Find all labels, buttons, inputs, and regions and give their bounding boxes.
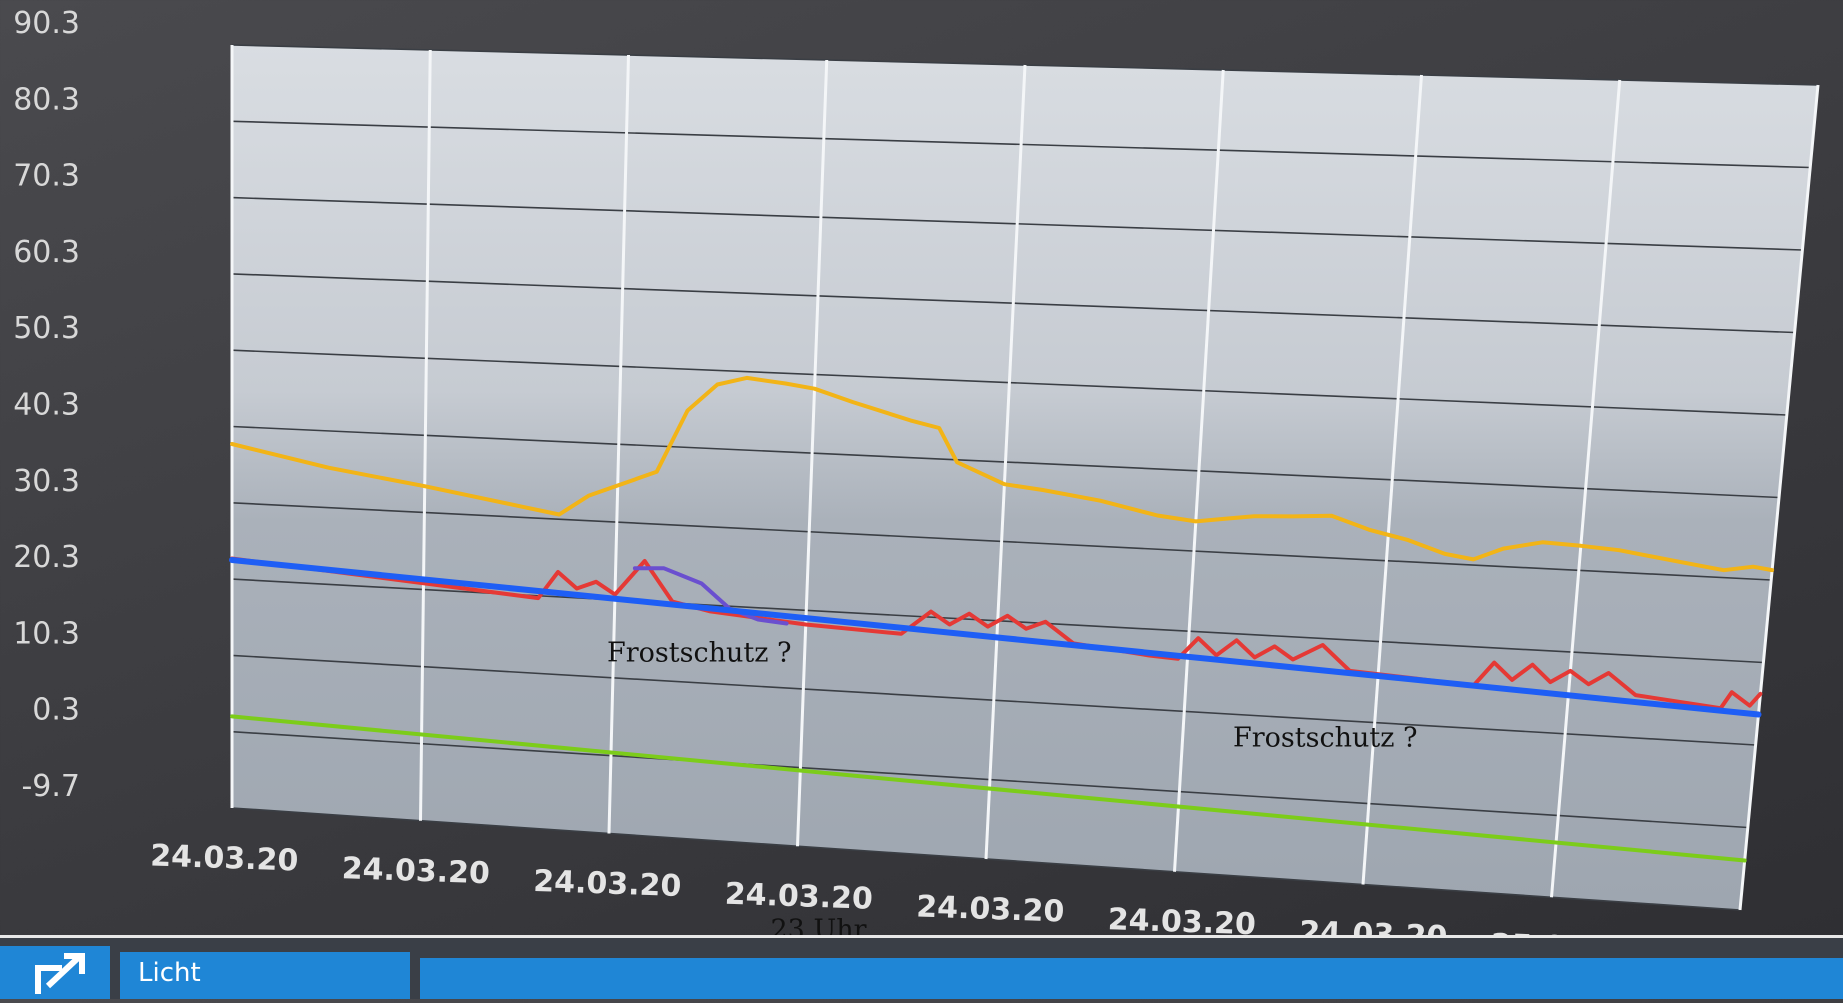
grid-lines	[230, 44, 1820, 911]
y-tick-label: 90.3	[13, 6, 80, 41]
y-tick-label: 50.3	[13, 311, 80, 346]
taskbar: Licht	[0, 935, 1843, 999]
taskbar-panel	[420, 958, 1843, 999]
series-line	[229, 557, 1762, 718]
series-line	[230, 375, 1775, 573]
plot-area	[232, 45, 1818, 910]
y-tick-label: 60.3	[13, 235, 80, 270]
x-tick-label: 24.03.20	[916, 889, 1065, 929]
y-tick-label: -9.7	[21, 769, 80, 804]
y-tick-label: 80.3	[13, 82, 80, 117]
v-grid-line	[984, 64, 1027, 860]
y-tick-label: 40.3	[13, 388, 80, 423]
y-tick-label: 0.3	[32, 693, 80, 728]
y-axis: 90.3 80.3 70.3 60.3 50.3 40.3 30.3 20.3 10.3 0.3 -…	[13, 6, 80, 804]
y-tick-label: 70.3	[13, 159, 80, 194]
v-grid-line	[419, 49, 432, 821]
v-grid-line	[1550, 79, 1622, 898]
v-grid-line	[1173, 69, 1225, 872]
x-tick-label: 24.03.20	[341, 851, 490, 891]
annotation-label: Frostschutz ?	[607, 638, 792, 669]
series-line	[632, 566, 789, 626]
expand-arrow-icon	[35, 953, 85, 994]
y-tick-label: 20.3	[13, 540, 80, 575]
v-grid-line	[607, 54, 630, 834]
y-tick-label: 10.3	[13, 616, 80, 651]
series-line	[230, 714, 1747, 863]
series-lines	[229, 375, 1775, 863]
v-grid-line	[796, 59, 829, 847]
series-line	[230, 556, 1763, 711]
light-button[interactable]: Licht	[120, 952, 410, 999]
x-tick-label: 24.03.20	[150, 838, 299, 878]
v-grid-line	[1361, 74, 1423, 885]
x-tick-label: 24.03.20	[533, 864, 682, 904]
x-tick-label: 24.03.20	[724, 877, 873, 917]
plot-background	[232, 45, 1818, 910]
v-grid-line	[1738, 84, 1820, 911]
expand-button[interactable]	[0, 946, 110, 999]
annotations: Frostschutz ? Frostschutz ?	[607, 638, 1417, 754]
y-tick-label: 30.3	[13, 464, 80, 499]
light-button-label: Licht	[138, 958, 201, 988]
annotation-label: Frostschutz ?	[1233, 722, 1418, 753]
